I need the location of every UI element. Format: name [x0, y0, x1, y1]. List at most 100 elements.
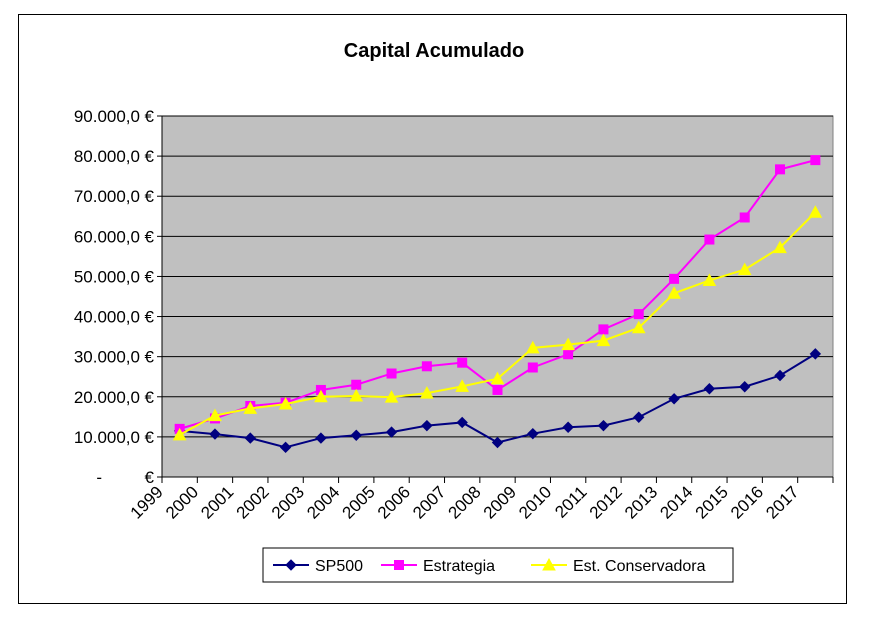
legend: SP500 Estrategia Est. Conservadora [262, 547, 734, 583]
data-point [386, 368, 397, 379]
data-point [631, 320, 646, 334]
y-tick-currency: € [145, 308, 155, 327]
legend-swatch-marker [542, 557, 556, 571]
data-point [209, 428, 221, 440]
data-point [420, 386, 434, 399]
data-point [492, 384, 503, 395]
legend-label: Estrategia [423, 558, 495, 575]
data-point [527, 362, 538, 373]
legend-swatch-marker [285, 559, 297, 571]
data-point [773, 240, 787, 254]
x-tick-label: 2001 [197, 482, 237, 522]
legend-item: Est. Conservadora [531, 557, 706, 575]
chart: Capital Acumulado - €10.000,0 €20.000,0 €30… [74, 40, 834, 583]
legend-label: Est. Conservadora [573, 558, 706, 575]
data-point [775, 164, 786, 175]
data-point [704, 234, 715, 245]
data-point [208, 408, 222, 422]
y-tick-currency: € [145, 428, 155, 447]
data-point [703, 383, 716, 395]
chart-title: Capital Acumulado [344, 40, 524, 62]
y-tick-label: 60.000,0 [74, 227, 140, 246]
data-point [172, 427, 187, 441]
y-tick-label: - [96, 468, 102, 487]
x-tick-label: 2017 [762, 482, 802, 522]
data-point [596, 333, 611, 347]
x-tick-label: 2000 [162, 482, 202, 522]
data-point [350, 429, 362, 441]
series-layer [172, 155, 823, 454]
x-tick-label: 2003 [268, 482, 308, 522]
series-est-conservadora [172, 205, 823, 441]
data-point [351, 379, 362, 390]
data-point [597, 419, 610, 432]
data-point [527, 427, 539, 440]
x-tick-label: 2009 [480, 482, 520, 522]
y-tick-currency: € [145, 107, 155, 126]
data-point [669, 273, 680, 284]
data-point [563, 349, 574, 360]
y-tick-label: 20.000,0 [74, 388, 140, 407]
x-tick-label: 2002 [233, 482, 273, 522]
data-point [385, 426, 398, 438]
y-tick-currency: € [145, 187, 155, 206]
data-point [562, 421, 574, 433]
data-point [349, 388, 364, 402]
x-tick-label: 1999 [127, 482, 167, 522]
x-tick-label: 2006 [374, 482, 414, 522]
data-point [668, 393, 680, 405]
y-tick-currency: € [145, 147, 155, 166]
data-point [633, 309, 644, 320]
x-tick-label: 2014 [656, 482, 696, 522]
data-point [421, 361, 432, 372]
y-tick-label: 40.000,0 [74, 308, 140, 327]
data-point [457, 357, 468, 368]
data-point [808, 205, 823, 218]
data-point [491, 436, 504, 449]
data-point [279, 441, 292, 454]
data-point [598, 324, 609, 335]
x-tick-label: 2008 [444, 482, 484, 522]
data-point [244, 432, 256, 444]
x-tick-label: 2012 [586, 482, 626, 522]
legend-item: SP500 [273, 558, 363, 575]
data-point [525, 340, 540, 354]
data-point [490, 371, 505, 385]
data-point [314, 389, 328, 403]
y-tick-currency: € [145, 468, 155, 487]
y-tick-label: 30.000,0 [74, 348, 140, 367]
data-point [278, 396, 293, 410]
y-tick-label: 90.000,0 [74, 107, 140, 126]
y-tick-currency: € [145, 267, 155, 286]
data-point [243, 401, 258, 414]
y-tick-label: 10.000,0 [74, 428, 140, 447]
data-point [456, 416, 468, 429]
x-tick-label: 2007 [409, 482, 449, 522]
data-point [633, 411, 645, 423]
x-tick-label: 2015 [692, 482, 732, 522]
x-tick-label: 2010 [515, 482, 555, 522]
x-tick-label: 2013 [621, 482, 661, 522]
y-tick-label: 50.000,0 [74, 267, 140, 286]
y-tick-currency: € [145, 388, 155, 407]
x-tick-label: 2011 [551, 482, 590, 521]
y-tick-label: 70.000,0 [74, 187, 140, 206]
y-tick-currency: € [145, 227, 155, 246]
data-point [774, 369, 786, 382]
legend-label: SP500 [315, 558, 363, 575]
legend-box [262, 547, 734, 583]
legend-swatch-marker [394, 560, 404, 570]
legend-item: Estrategia [381, 558, 495, 575]
data-point [702, 273, 717, 286]
data-point [384, 390, 399, 403]
chart-frame: Capital Acumulado - €10.000,0 €20.000,0 €30… [18, 14, 847, 604]
data-point [315, 432, 327, 444]
x-tick-label: 2004 [303, 482, 343, 522]
data-point [739, 212, 750, 223]
data-point [667, 286, 681, 299]
data-point [809, 348, 822, 360]
y-tick-currency: € [145, 348, 155, 367]
data-point [739, 381, 751, 393]
data-point [810, 155, 821, 166]
data-point [455, 379, 470, 392]
